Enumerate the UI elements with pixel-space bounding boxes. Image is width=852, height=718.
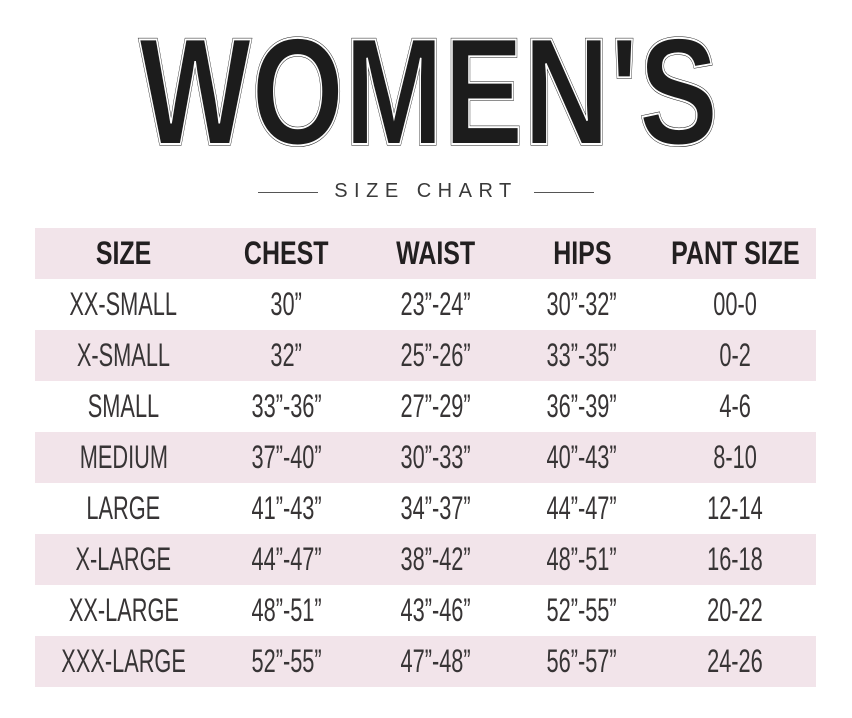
svg-text:WOMEN'S: WOMEN'S — [139, 7, 719, 177]
